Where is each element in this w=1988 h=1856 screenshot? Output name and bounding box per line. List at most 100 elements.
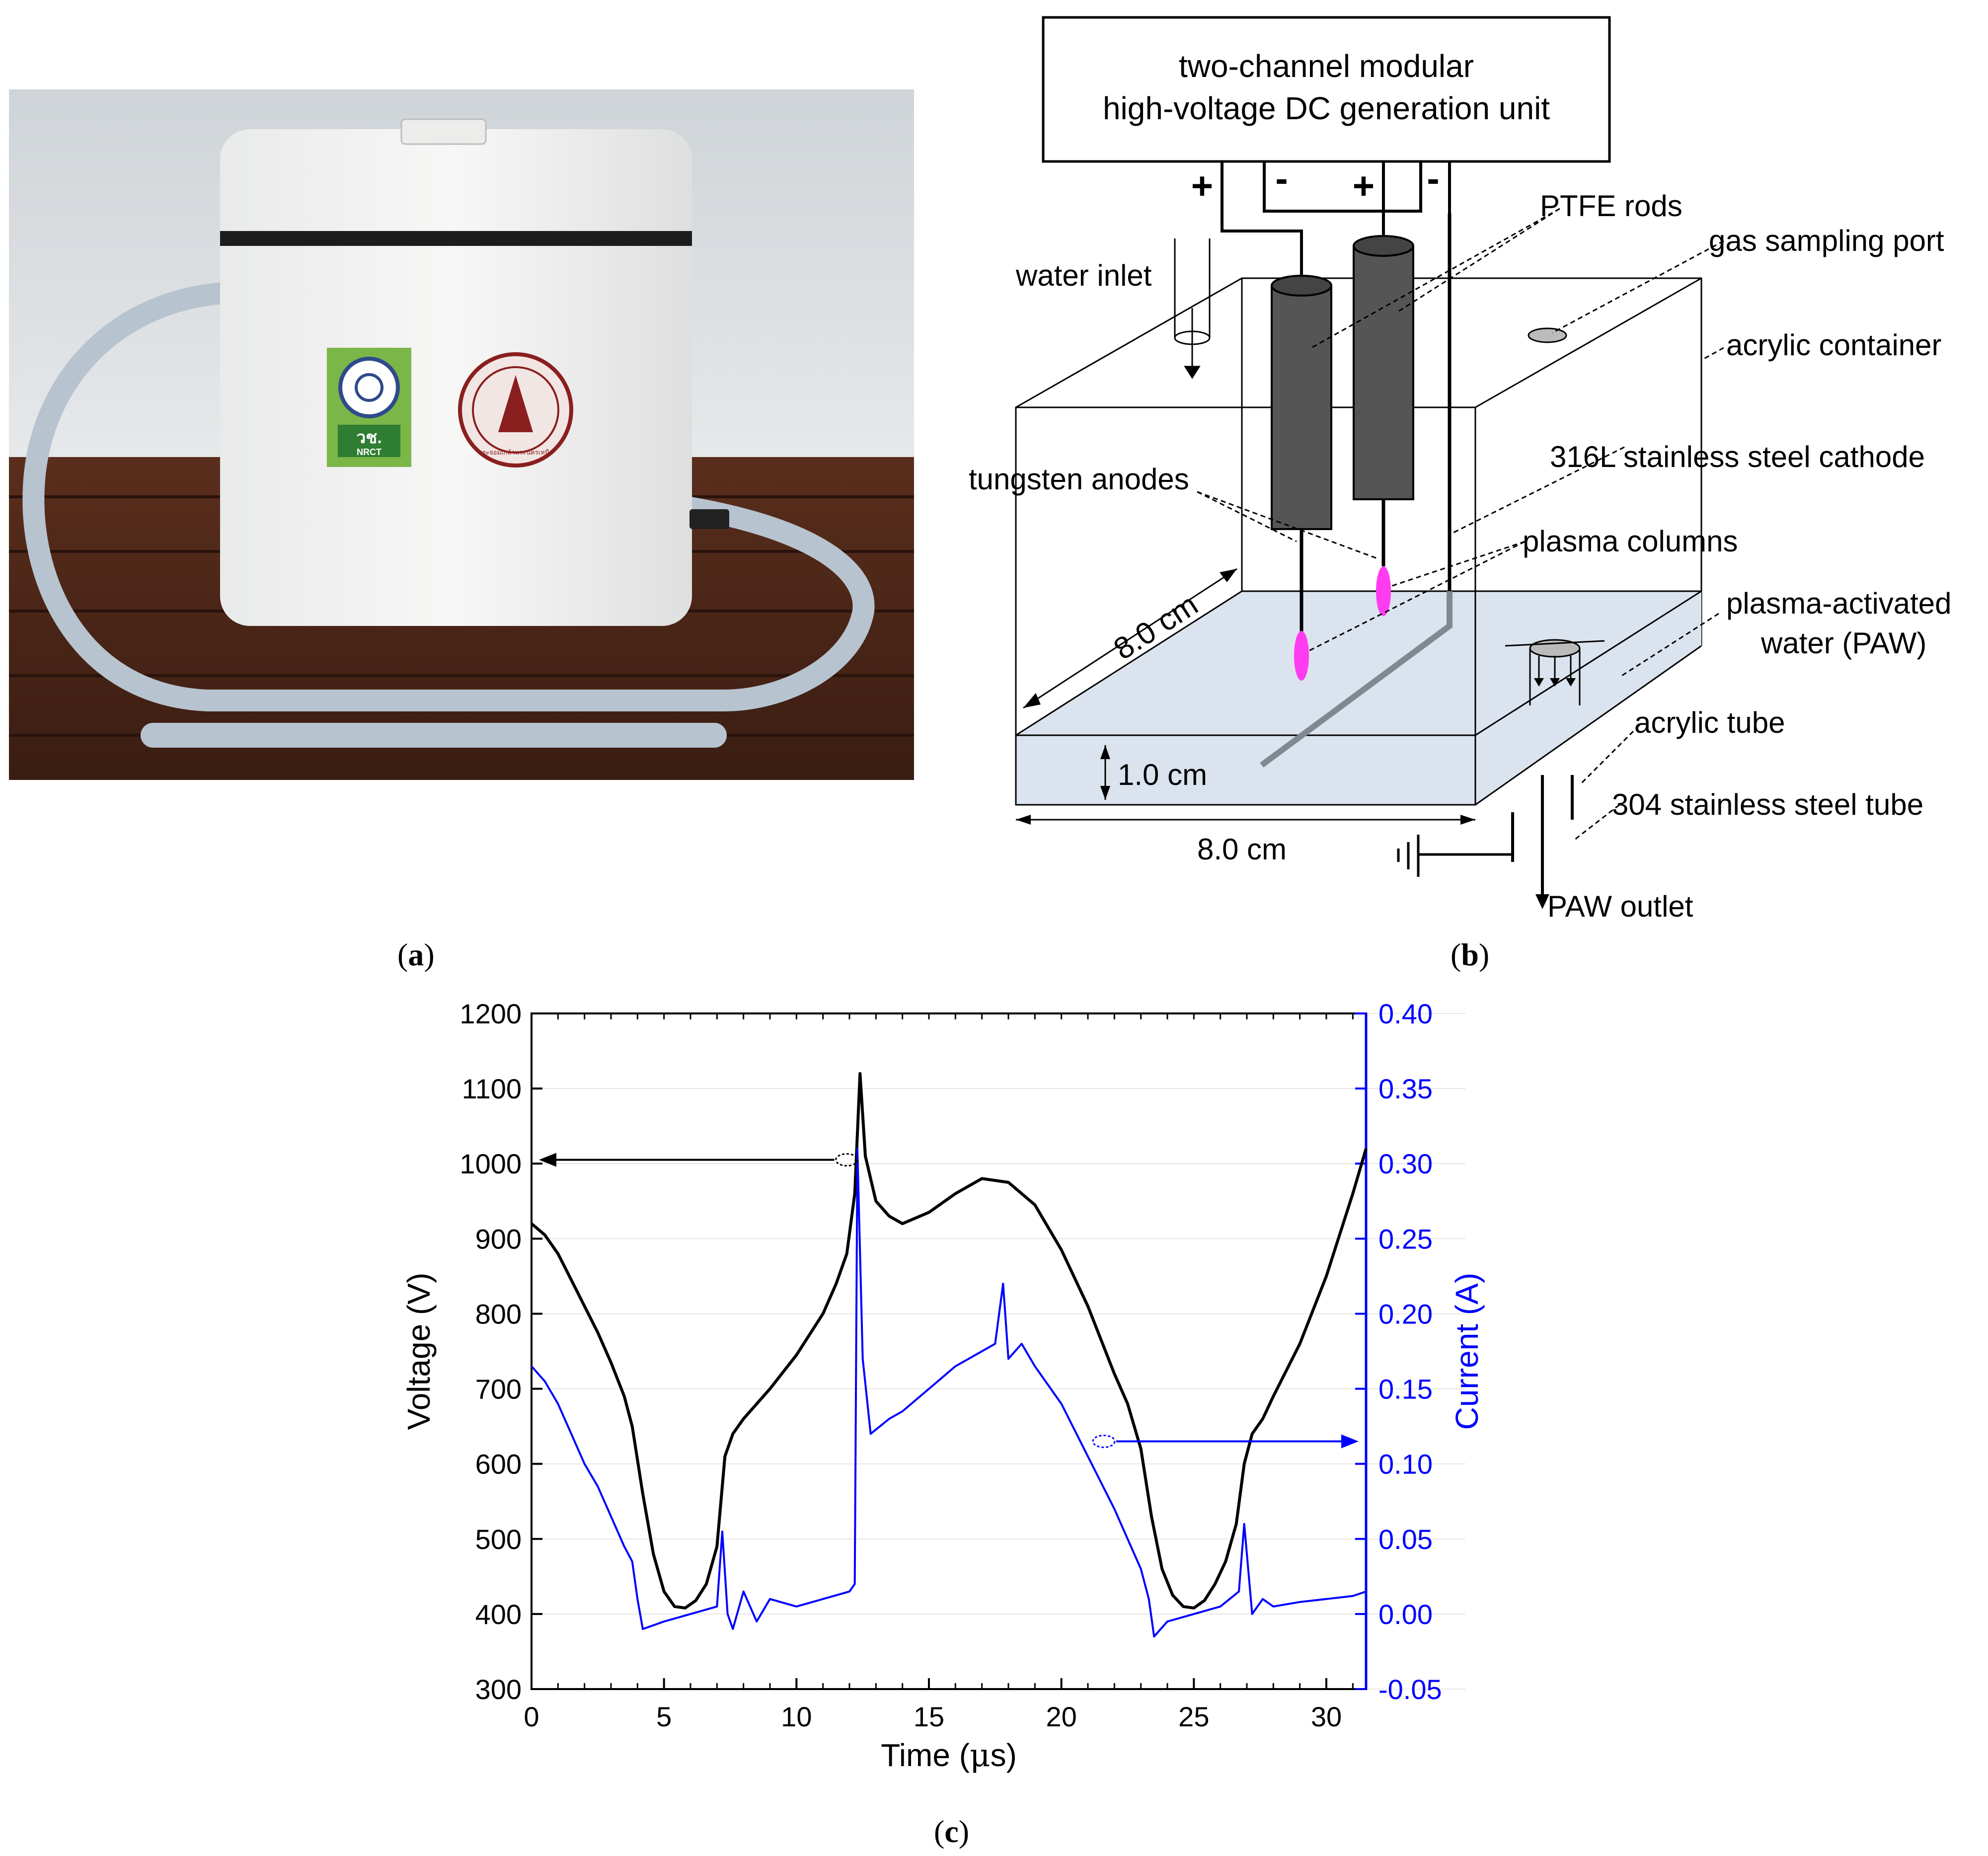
device-black-band	[220, 231, 692, 246]
caption-a: (a)	[397, 936, 435, 973]
current-axis-arrowhead	[1341, 1434, 1359, 1449]
y-left-tick-label-3: 600	[475, 1449, 522, 1480]
leader-lines	[1197, 208, 1724, 841]
terminal-plus-2: +	[1353, 165, 1375, 207]
reactor-diagram: two-channel modular high-voltage DC gene…	[934, 0, 1988, 934]
caption-a-letter: a	[408, 937, 424, 972]
y-left-tick-label-7: 1000	[459, 1148, 522, 1179]
voltage-axis-arrowhead	[539, 1153, 556, 1167]
acrylic-outlet-tube	[1505, 639, 1605, 705]
x-tick-label-1: 5	[656, 1701, 672, 1732]
ptfe-rods-label: PTFE rods	[1540, 189, 1682, 223]
y-right-tick-label-5: 0.20	[1378, 1298, 1433, 1329]
paw-outlet-arrow	[1535, 894, 1549, 909]
plot-frame	[531, 1012, 1367, 1690]
plasma-column-2	[1376, 566, 1391, 616]
caption-a-close: )	[424, 937, 435, 972]
reactor-diagram-svg: two-channel modular high-voltage DC gene…	[969, 16, 1952, 923]
caption-b-letter: b	[1461, 937, 1479, 972]
chart-series	[531, 1072, 1368, 1638]
x-tick-label-4: 20	[1046, 1701, 1077, 1732]
x-tick-label-3: 15	[914, 1701, 944, 1732]
ground-symbol	[1397, 835, 1513, 877]
terminal-minus-2: -	[1427, 157, 1439, 200]
device-body	[220, 129, 692, 626]
x-axis-label-pre: Time (	[881, 1737, 970, 1773]
nrct-logo-label: NRCT	[357, 447, 382, 457]
series-line-voltage	[531, 1072, 1368, 1610]
steel-cathode-submerged	[1260, 591, 1453, 768]
chart-annotations	[539, 1153, 1359, 1449]
gas-sampling-port-label: gas sampling port	[1709, 224, 1944, 257]
x-tick-label-6: 30	[1311, 1701, 1342, 1732]
caption-c-letter: c	[944, 1814, 959, 1849]
y-left-tick-label-8: 1100	[462, 1073, 522, 1104]
y-right-tick-label-8: 0.35	[1378, 1073, 1433, 1104]
y-left-tick-label-6: 900	[475, 1223, 522, 1254]
ptfe-rod-1	[1271, 275, 1332, 530]
caption-b-open: (	[1451, 937, 1461, 972]
water-inlet-pipe	[1174, 238, 1211, 379]
device-photo-illustration: วช. NRCT พระจอมเกล้าพระนครเหนือ	[9, 89, 914, 780]
university-seal: พระจอมเกล้าพระนครเหนือ	[458, 352, 573, 467]
height-dimension-label: 1.0 cm	[1118, 758, 1207, 791]
y-right-tick-label-3: 0.10	[1378, 1449, 1433, 1480]
y-right-axis-label: Current (A)	[1449, 1273, 1485, 1430]
cathode-label: 316L stainless steel cathode	[1550, 440, 1925, 473]
y-right-tick-label-4: 0.15	[1378, 1374, 1433, 1405]
y-left-tick-label-1: 400	[475, 1599, 522, 1630]
tungsten-anodes-label: tungsten anodes	[969, 463, 1189, 496]
caption-c-open: (	[934, 1814, 945, 1849]
y-left-tick-label-9: 1200	[459, 998, 522, 1029]
current-marker-ellipse	[1092, 1434, 1116, 1448]
x-axis-label: Time (μs)	[881, 1737, 1017, 1774]
terminal-plus-1: +	[1191, 165, 1213, 207]
gas-sampling-port	[1528, 327, 1567, 343]
plasma-columns-label: plasma columns	[1523, 525, 1738, 558]
paw-label-1: plasma-activated	[1726, 587, 1952, 620]
device-lid-handle	[400, 118, 487, 145]
y-right-tick-label-9: 0.40	[1378, 998, 1433, 1029]
y-left-tick-label-0: 300	[475, 1674, 522, 1705]
acrylic-container-label: acrylic container	[1726, 328, 1942, 362]
x-tick-label-0: 0	[524, 1701, 539, 1732]
y-left-tick-label-4: 700	[475, 1374, 522, 1405]
chart-ticks: 300400500600700800900100011001200-0.050.…	[459, 998, 1442, 1732]
y-right-tick-label-2: 0.05	[1378, 1524, 1433, 1555]
x-tick-label-2: 10	[781, 1701, 812, 1732]
series-line-current	[531, 1148, 1367, 1638]
voltage-current-chart: 300 400 500 600 700 800 900 1000 1100 1200 -0.05 0.…	[378, 984, 1520, 1798]
water-inlet-label: water inlet	[1015, 259, 1152, 292]
y-right-tick-label-7: 0.30	[1378, 1148, 1433, 1179]
power-unit-label-1: two-channel modular	[1179, 48, 1474, 84]
caption-c: (c)	[934, 1813, 969, 1850]
container-front-edges	[1015, 277, 1702, 806]
chart-svg: 300400500600700800900100011001200-0.050.…	[401, 998, 1485, 1774]
chart-grid	[532, 1013, 1465, 1690]
caption-b-close: )	[1478, 937, 1490, 972]
terminal-minus-1: -	[1275, 157, 1288, 200]
power-wires	[1221, 161, 1451, 276]
outlet-tubes	[1511, 775, 1574, 897]
y-right-tick-label-6: 0.25	[1378, 1223, 1433, 1254]
caption-a-open: (	[397, 937, 408, 972]
water-hose	[22, 282, 875, 711]
y-left-tick-label-5: 800	[475, 1298, 522, 1329]
nrct-logo: วช. NRCT	[327, 348, 411, 467]
acrylic-tube-label: acrylic tube	[1634, 706, 1785, 739]
water-side	[1475, 591, 1701, 805]
power-plug	[689, 509, 729, 529]
nrct-logo-thai: วช.	[356, 428, 382, 447]
power-unit-label-2: high-voltage DC generation unit	[1103, 90, 1550, 126]
water-edges	[1015, 590, 1702, 736]
caption-b: (b)	[1451, 936, 1489, 973]
device-photo: วช. NRCT พระจอมเกล้าพระนครเหนือ	[9, 89, 914, 780]
x-tick-label-5: 25	[1178, 1701, 1209, 1732]
voltage-marker-ellipse	[835, 1153, 859, 1167]
container-back-edges	[1015, 277, 1702, 646]
university-seal-text: พระจอมเกล้าพระนครเหนือ	[478, 449, 553, 456]
plasma-column-1	[1294, 631, 1309, 681]
caption-c-close: )	[958, 1814, 970, 1849]
power-unit-box	[1042, 16, 1611, 163]
y-right-tick-label-0: -0.05	[1378, 1674, 1442, 1705]
